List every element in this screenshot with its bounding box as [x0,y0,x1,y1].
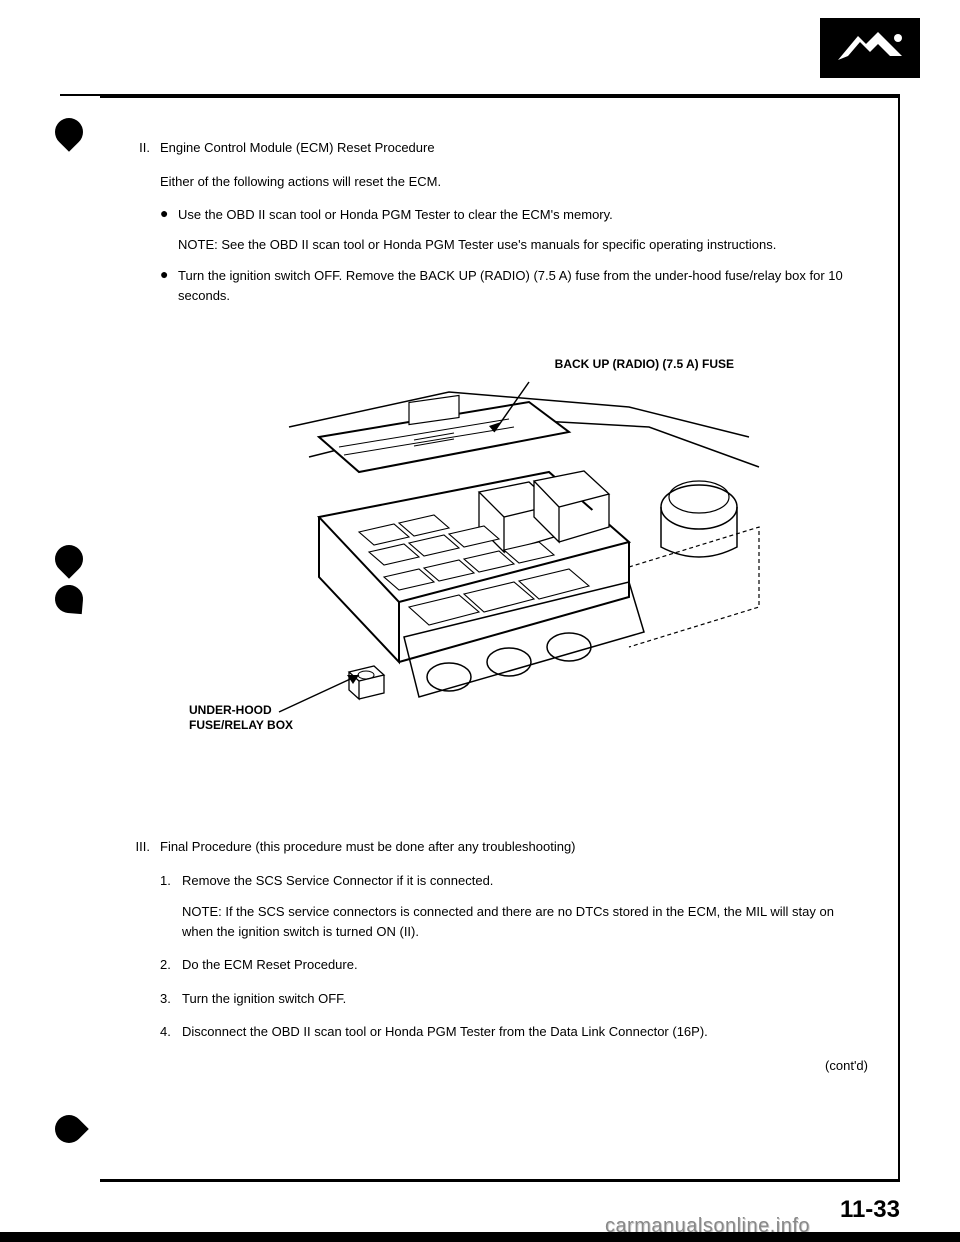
page-number: 11-33 [840,1196,900,1224]
step-text: Disconnect the OBD II scan tool or Honda… [182,1022,868,1042]
bottom-black-bar [0,1232,960,1242]
step-row: 2. Do the ECM Reset Procedure. [160,955,868,975]
bullet-item: ● Use the OBD II scan tool or Honda PGM … [160,205,868,254]
section-ii-body: Engine Control Module (ECM) Reset Proced… [160,138,868,317]
section-ii-intro: Either of the following actions will res… [160,172,868,192]
margin-tab-icon [49,1109,89,1149]
bullet-text: Use the OBD II scan tool or Honda PGM Te… [178,207,613,222]
section-iii-body: Final Procedure (this procedure must be … [160,837,868,1075]
brand-logo [820,18,920,78]
bullet-icon: ● [160,266,178,305]
roman-numeral: II. [130,138,160,317]
bullet-item: ● Turn the ignition switch OFF. Remove t… [160,266,868,305]
margin-tab-icon [54,584,84,614]
section-ii: II. Engine Control Module (ECM) Reset Pr… [130,138,868,317]
step-number: 1. [160,871,182,942]
step-body: Remove the SCS Service Connector if it i… [182,871,868,942]
step-note: NOTE: If the SCS service connectors is c… [182,902,868,941]
bullet-body: Turn the ignition switch OFF. Remove the… [178,266,868,305]
bullet-icon: ● [160,205,178,254]
bullet-body: Use the OBD II scan tool or Honda PGM Te… [178,205,868,254]
fuse-box-diagram: BACK UP (RADIO) (7.5 A) FUSE UNDER-HOOD … [189,357,809,777]
step-row: 1. Remove the SCS Service Connector if i… [160,871,868,942]
roman-numeral: III. [130,837,160,1075]
step-number: 3. [160,989,182,1009]
bullet-text: Turn the ignition switch OFF. Remove the… [178,268,843,303]
margin-tab-icon [49,112,89,152]
section-iii-title: Final Procedure (this procedure must be … [160,837,868,857]
step-text: Turn the ignition switch OFF. [182,989,868,1009]
fuse-box-svg [249,377,769,757]
step-number: 2. [160,955,182,975]
contd-label: (cont'd) [160,1056,868,1076]
step-number: 4. [160,1022,182,1042]
diagram-label-top: BACK UP (RADIO) (7.5 A) FUSE [555,357,734,371]
content-frame: II. Engine Control Module (ECM) Reset Pr… [100,96,900,1182]
step-row: 4. Disconnect the OBD II scan tool or Ho… [160,1022,868,1042]
bullet-note: NOTE: See the OBD II scan tool or Honda … [178,235,868,255]
section-iii: III. Final Procedure (this procedure mus… [130,837,868,1075]
step-text: Do the ECM Reset Procedure. [182,955,868,975]
section-ii-title: Engine Control Module (ECM) Reset Proced… [160,138,868,158]
margin-tab-icon [49,539,89,579]
step-text: Remove the SCS Service Connector if it i… [182,873,493,888]
step-row: 3. Turn the ignition switch OFF. [160,989,868,1009]
